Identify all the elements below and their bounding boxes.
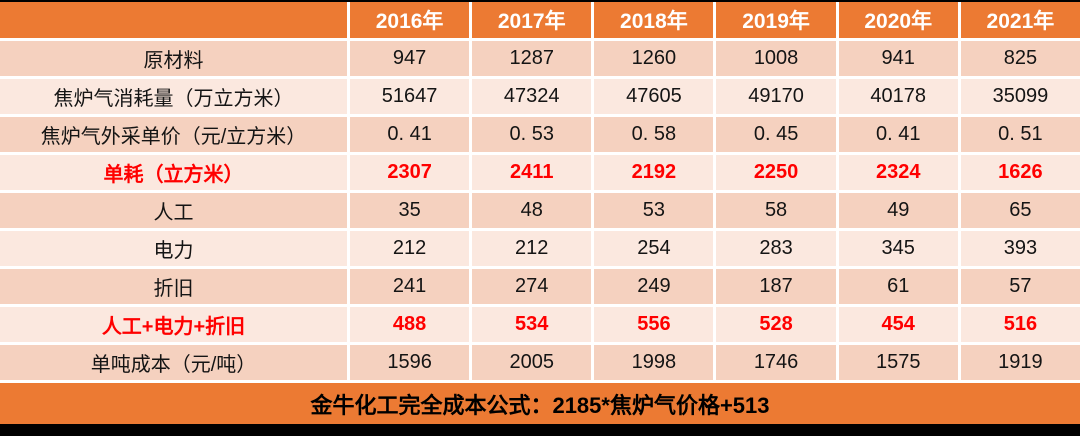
cell: 2005: [472, 345, 592, 380]
cell: 1008: [716, 41, 836, 76]
cell: 947: [350, 41, 470, 76]
cell: 2307: [350, 155, 470, 190]
cell: 35: [350, 193, 470, 228]
cell: 212: [472, 231, 592, 266]
row-label: 折旧: [0, 269, 347, 304]
col-header-2021: 2021年: [960, 2, 1080, 38]
top-border-bar: [0, 0, 1080, 2]
cell: 825: [960, 41, 1080, 76]
cell: 1260: [594, 41, 714, 76]
cell: 58: [716, 193, 836, 228]
cell: 0. 53: [472, 117, 592, 152]
cell: 2250: [716, 155, 836, 190]
row-label: 焦炉气外采单价（元/立方米）: [0, 117, 347, 152]
cell: 1596: [350, 345, 470, 380]
cell: 0. 51: [960, 117, 1080, 152]
row-label: 人工+电力+折旧: [0, 307, 347, 342]
cell: 2324: [838, 155, 958, 190]
cell: 1998: [594, 345, 714, 380]
row-label: 电力: [0, 231, 347, 266]
row-label: 单吨成本（元/吨）: [0, 345, 347, 380]
cell: 516: [960, 307, 1080, 342]
cell: 0. 41: [350, 117, 470, 152]
row-label: 焦炉气消耗量（万立方米）: [0, 79, 347, 114]
cost-table: 2016年 2017年 2018年 2019年 2020年 2021年 原材料 …: [0, 2, 1080, 424]
cell: 65: [960, 193, 1080, 228]
cell: 283: [716, 231, 836, 266]
cell: 49: [838, 193, 958, 228]
cell: 488: [350, 307, 470, 342]
cell: 393: [960, 231, 1080, 266]
cell: 241: [350, 269, 470, 304]
col-header-2020: 2020年: [838, 2, 958, 38]
cell: 212: [350, 231, 470, 266]
cell: 61: [838, 269, 958, 304]
cell: 274: [472, 269, 592, 304]
bottom-border-bar: [0, 424, 1080, 436]
col-header-2017: 2017年: [472, 2, 592, 38]
cell: 53: [594, 193, 714, 228]
cell: 528: [716, 307, 836, 342]
cell: 345: [838, 231, 958, 266]
corner-cell: [0, 2, 347, 38]
cell: 51647: [350, 79, 470, 114]
cell: 1575: [838, 345, 958, 380]
col-header-2019: 2019年: [716, 2, 836, 38]
cell: 35099: [960, 79, 1080, 114]
cell: 556: [594, 307, 714, 342]
cell: 187: [716, 269, 836, 304]
row-label: 人工: [0, 193, 347, 228]
cell: 47324: [472, 79, 592, 114]
cell: 0. 58: [594, 117, 714, 152]
cell: 454: [838, 307, 958, 342]
cell: 47605: [594, 79, 714, 114]
cell: 40178: [838, 79, 958, 114]
col-header-2018: 2018年: [594, 2, 714, 38]
cell: 249: [594, 269, 714, 304]
cell: 534: [472, 307, 592, 342]
cell: 1919: [960, 345, 1080, 380]
cell: 57: [960, 269, 1080, 304]
cell: 48: [472, 193, 592, 228]
cell: 254: [594, 231, 714, 266]
cell: 49170: [716, 79, 836, 114]
cell: 0. 45: [716, 117, 836, 152]
cell: 2192: [594, 155, 714, 190]
cell: 0. 41: [838, 117, 958, 152]
row-label: 单耗（立方米）: [0, 155, 347, 190]
cell: 1746: [716, 345, 836, 380]
footer-formula: 金牛化工完全成本公式：2185*焦炉气价格+513: [0, 383, 1080, 424]
cell: 1287: [472, 41, 592, 76]
cell: 941: [838, 41, 958, 76]
cell: 1626: [960, 155, 1080, 190]
cell: 2411: [472, 155, 592, 190]
row-label: 原材料: [0, 41, 347, 76]
col-header-2016: 2016年: [350, 2, 470, 38]
